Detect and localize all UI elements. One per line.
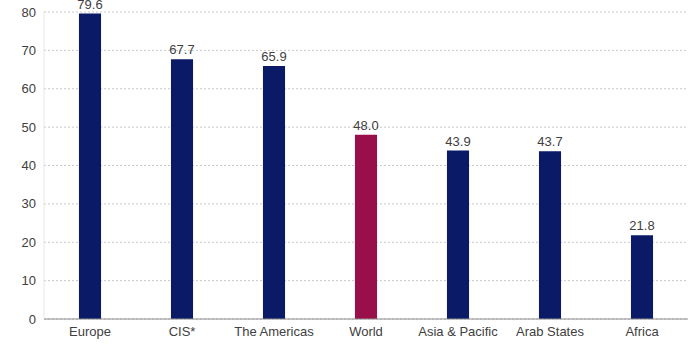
svg-text:70: 70 (22, 43, 36, 58)
svg-text:60: 60 (22, 81, 36, 96)
svg-text:43.7: 43.7 (537, 134, 562, 149)
svg-text:30: 30 (22, 196, 36, 211)
svg-text:10: 10 (22, 273, 36, 288)
svg-text:43.9: 43.9 (445, 134, 470, 149)
svg-text:80: 80 (22, 5, 36, 20)
svg-text:The Americas: The Americas (234, 324, 314, 339)
svg-text:20: 20 (22, 235, 36, 250)
svg-text:Arab States: Arab States (516, 324, 584, 339)
svg-text:Africa: Africa (625, 324, 659, 339)
svg-text:79.6: 79.6 (77, 0, 102, 12)
svg-text:67.7: 67.7 (169, 42, 194, 57)
svg-text:0: 0 (29, 312, 36, 327)
svg-text:21.8: 21.8 (629, 218, 654, 233)
svg-text:Europe: Europe (69, 324, 111, 339)
svg-text:CIS*: CIS* (169, 324, 196, 339)
svg-text:48.0: 48.0 (353, 118, 378, 133)
svg-text:65.9: 65.9 (261, 49, 286, 64)
svg-text:Asia & Pacific: Asia & Pacific (418, 324, 498, 339)
svg-text:40: 40 (22, 158, 36, 173)
svg-text:50: 50 (22, 120, 36, 135)
svg-text:World: World (349, 324, 383, 339)
